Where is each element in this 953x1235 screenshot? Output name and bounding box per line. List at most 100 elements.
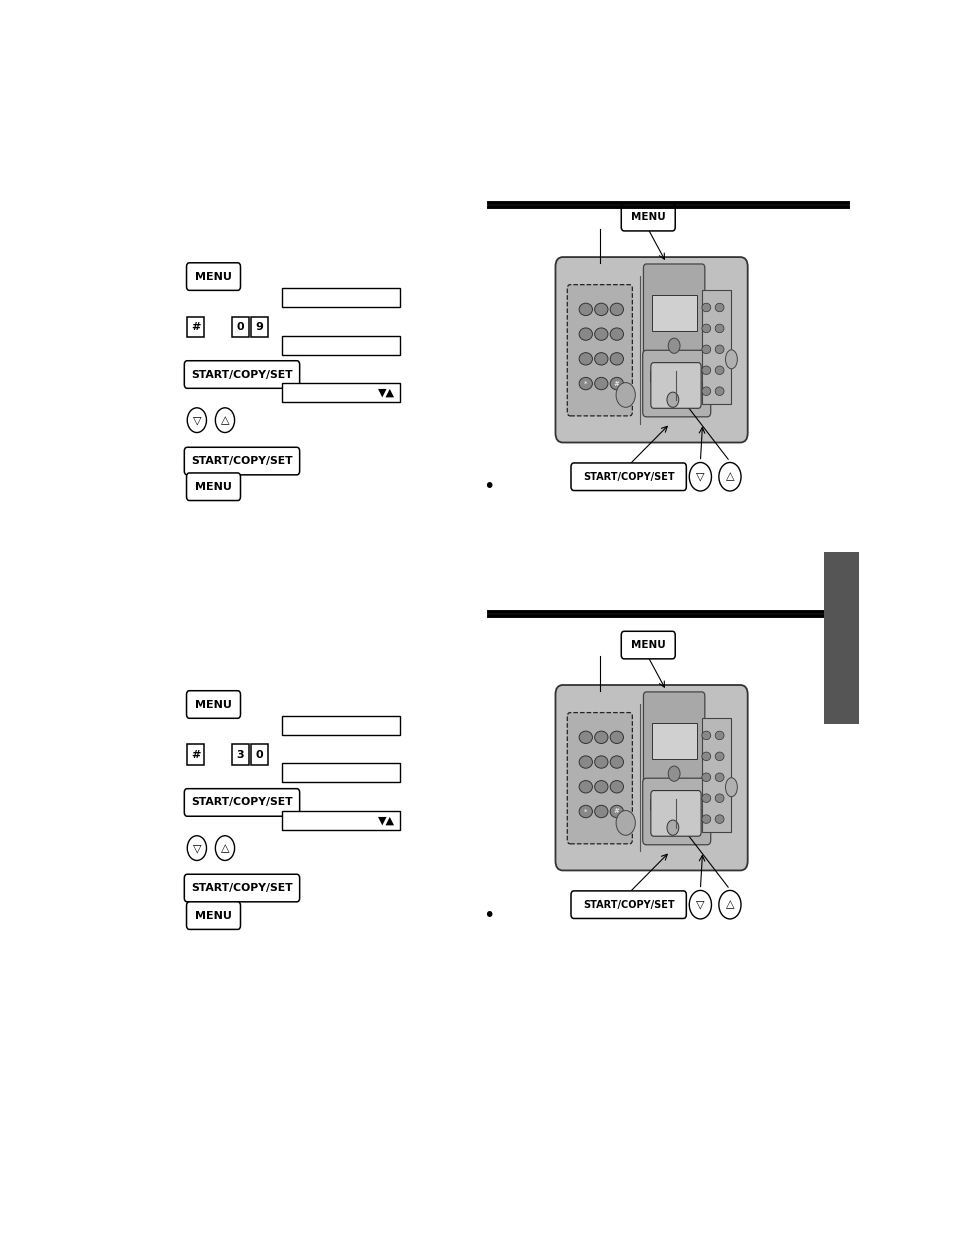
Bar: [251, 745, 268, 766]
Ellipse shape: [701, 304, 710, 311]
Text: MENU: MENU: [194, 910, 232, 920]
Bar: [251, 316, 268, 337]
Circle shape: [667, 766, 679, 782]
Ellipse shape: [594, 353, 607, 366]
FancyBboxPatch shape: [187, 690, 240, 719]
Ellipse shape: [610, 329, 623, 341]
Circle shape: [666, 820, 679, 835]
Text: •: •: [482, 477, 494, 496]
FancyBboxPatch shape: [184, 789, 299, 816]
Ellipse shape: [594, 781, 607, 793]
Ellipse shape: [715, 731, 723, 740]
Bar: [701, 719, 731, 832]
Bar: [688, 799, 701, 810]
FancyBboxPatch shape: [184, 874, 299, 902]
FancyBboxPatch shape: [571, 890, 685, 919]
Ellipse shape: [701, 345, 710, 353]
Bar: [232, 316, 249, 337]
FancyBboxPatch shape: [571, 463, 685, 490]
Text: ▼▲: ▼▲: [377, 815, 395, 825]
Ellipse shape: [715, 752, 723, 761]
Text: 0: 0: [236, 322, 244, 332]
Ellipse shape: [701, 794, 710, 803]
Ellipse shape: [610, 304, 623, 316]
FancyBboxPatch shape: [642, 264, 704, 362]
Text: 3: 3: [236, 750, 244, 760]
Ellipse shape: [715, 366, 723, 374]
Ellipse shape: [701, 324, 710, 332]
Ellipse shape: [610, 731, 623, 743]
FancyBboxPatch shape: [187, 902, 240, 930]
Circle shape: [689, 462, 711, 492]
Bar: [282, 336, 400, 354]
FancyBboxPatch shape: [567, 713, 632, 844]
Ellipse shape: [715, 345, 723, 353]
Ellipse shape: [715, 324, 723, 332]
Bar: [651, 295, 696, 331]
FancyBboxPatch shape: [650, 790, 700, 836]
FancyBboxPatch shape: [620, 631, 675, 658]
Ellipse shape: [610, 805, 623, 818]
Ellipse shape: [715, 815, 723, 824]
Bar: [282, 811, 400, 830]
Circle shape: [616, 383, 635, 408]
Text: 9: 9: [255, 322, 263, 332]
Bar: [649, 370, 662, 383]
Text: START/COPY/SET: START/COPY/SET: [191, 883, 293, 893]
Bar: [649, 799, 662, 810]
Ellipse shape: [578, 781, 592, 793]
Ellipse shape: [578, 304, 592, 316]
Text: ▽: ▽: [193, 415, 201, 425]
Ellipse shape: [701, 815, 710, 824]
Text: #: #: [613, 380, 619, 387]
Ellipse shape: [610, 378, 623, 390]
Bar: [688, 370, 701, 383]
Ellipse shape: [594, 378, 607, 390]
FancyBboxPatch shape: [184, 447, 299, 474]
Ellipse shape: [724, 350, 737, 369]
Text: MENU: MENU: [630, 212, 665, 222]
Text: START/COPY/SET: START/COPY/SET: [582, 899, 674, 910]
Ellipse shape: [578, 805, 592, 818]
Text: #: #: [191, 750, 200, 760]
Circle shape: [187, 408, 206, 432]
Text: #: #: [613, 809, 619, 815]
Text: START/COPY/SET: START/COPY/SET: [582, 472, 674, 482]
Bar: [701, 290, 731, 405]
Bar: [187, 745, 204, 766]
Ellipse shape: [578, 329, 592, 341]
Ellipse shape: [715, 773, 723, 782]
Ellipse shape: [610, 756, 623, 768]
Ellipse shape: [610, 353, 623, 366]
Ellipse shape: [594, 329, 607, 341]
Text: ▽: ▽: [193, 844, 201, 853]
Text: START/COPY/SET: START/COPY/SET: [191, 369, 293, 379]
Text: MENU: MENU: [194, 482, 232, 492]
Text: △: △: [725, 899, 734, 910]
Bar: [651, 724, 696, 760]
Bar: [282, 383, 400, 403]
Text: △: △: [725, 472, 734, 482]
Ellipse shape: [578, 378, 592, 390]
Ellipse shape: [594, 731, 607, 743]
Ellipse shape: [715, 304, 723, 311]
Text: *: *: [583, 809, 587, 815]
FancyBboxPatch shape: [555, 257, 747, 442]
Bar: [282, 288, 400, 308]
FancyBboxPatch shape: [187, 473, 240, 500]
Ellipse shape: [594, 805, 607, 818]
Ellipse shape: [578, 756, 592, 768]
Text: △: △: [220, 844, 229, 853]
Ellipse shape: [701, 731, 710, 740]
Text: MENU: MENU: [194, 699, 232, 709]
Text: •: •: [482, 906, 494, 925]
Ellipse shape: [701, 387, 710, 395]
Ellipse shape: [610, 781, 623, 793]
Circle shape: [719, 462, 740, 492]
FancyBboxPatch shape: [642, 778, 710, 845]
Circle shape: [667, 338, 679, 353]
Ellipse shape: [594, 756, 607, 768]
FancyBboxPatch shape: [642, 692, 704, 790]
Bar: [282, 763, 400, 783]
Circle shape: [616, 810, 635, 835]
